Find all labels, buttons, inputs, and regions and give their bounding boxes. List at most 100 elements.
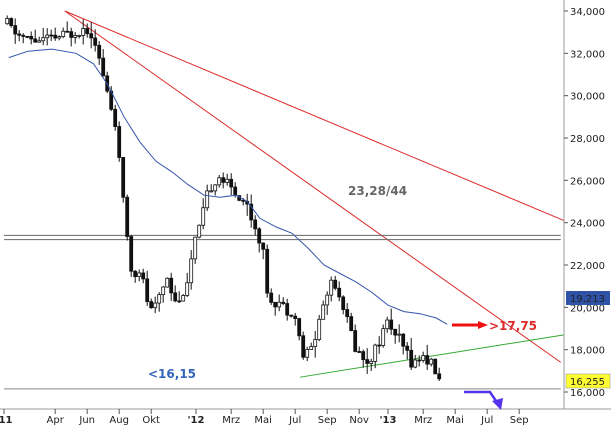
y-tick-label: 28,000 [570, 134, 605, 145]
candle [49, 29, 54, 41]
x-tick-label: Mai [254, 415, 272, 426]
y-tick-label: 32,000 [570, 49, 605, 60]
candle [33, 29, 38, 43]
candlesticks [5, 15, 442, 381]
candle [365, 348, 370, 374]
candle [61, 27, 66, 39]
candle [13, 18, 18, 44]
candle [21, 33, 26, 44]
candle [345, 303, 350, 323]
candle [409, 337, 414, 370]
x-tick-label: Apr [47, 415, 65, 426]
candle [9, 17, 14, 28]
candle [333, 275, 338, 291]
candle [229, 173, 234, 196]
candle [317, 314, 322, 342]
candle [153, 296, 158, 314]
candle [173, 285, 178, 303]
candle [433, 358, 438, 375]
x-tick-label: Sep [318, 415, 337, 426]
y-tick-label: 24,000 [570, 219, 605, 230]
candle [149, 298, 154, 309]
overlay-lines [4, 10, 565, 390]
candle [129, 234, 134, 277]
x-axis-ticks: '11 Apr Jun Aug Okt '12 Mrz Mai Jul Sep Nov '13 Mrz M… [0, 409, 529, 426]
x-tick-label: '12 [188, 415, 205, 426]
candle [221, 172, 226, 189]
candle [89, 22, 94, 49]
y-tick-label: 34,000 [570, 7, 605, 18]
candle [69, 27, 74, 47]
candle [269, 288, 274, 305]
candle [413, 354, 418, 369]
candle [169, 272, 174, 301]
violet-arrow [464, 390, 500, 405]
resistance-label: 23,28/44 [348, 184, 407, 198]
candle [397, 324, 402, 343]
candle [277, 294, 282, 312]
candle [361, 349, 366, 368]
candle [213, 184, 218, 196]
candle [77, 34, 82, 39]
candle [121, 156, 126, 203]
candle [357, 346, 362, 353]
candle [197, 224, 202, 239]
candle [329, 276, 334, 302]
candle [369, 358, 374, 371]
y-tick-label: 18,000 [570, 346, 605, 357]
x-tick-label: Mrz [222, 415, 240, 426]
candle [161, 286, 166, 303]
x-tick-label: Okt [142, 415, 160, 426]
target-label: >17,75 [489, 319, 537, 333]
x-tick-label: Mrz [414, 415, 432, 426]
downtrend-steep-line [64, 10, 562, 363]
candle [85, 23, 90, 38]
y-tick-label: 30,000 [570, 92, 605, 103]
candle [57, 35, 62, 41]
candle [421, 351, 426, 363]
candle [273, 301, 278, 316]
candle [185, 272, 190, 298]
candle [429, 357, 434, 367]
candle [253, 215, 258, 236]
candle [325, 291, 330, 315]
candle [73, 32, 78, 44]
x-tick-label: Nov [349, 415, 369, 426]
candle [17, 30, 22, 42]
y-tick-label: 26,000 [570, 176, 605, 187]
y-tick-label: 22,000 [570, 261, 605, 272]
candle [245, 193, 250, 216]
x-tick-label: Jul [480, 415, 493, 426]
candle [97, 41, 102, 65]
candle [209, 184, 214, 193]
downtrend-long-line [64, 10, 565, 222]
candle [29, 31, 34, 45]
violet-arrow-head [492, 398, 503, 410]
candle [349, 312, 354, 332]
close-badge-value: 16,255 [570, 377, 605, 388]
candle [165, 277, 170, 288]
candle [293, 312, 298, 326]
candle [177, 291, 182, 304]
y-tick-label: 20,000 [570, 303, 605, 314]
candle [437, 367, 442, 381]
candle [281, 297, 286, 306]
candle [261, 242, 266, 260]
candle [125, 194, 130, 241]
y-axis-ticks: 16,000 18,000 20,000 22,000 24,000 26,000 28,0… [564, 7, 605, 399]
candle [321, 300, 326, 320]
candle [353, 324, 358, 353]
x-tick-label: Jul [288, 415, 301, 426]
candle [145, 270, 150, 306]
ma-badge-value: 19,213 [570, 294, 605, 305]
candle [265, 244, 270, 298]
candle [205, 184, 210, 211]
support-uptrend-line [299, 334, 565, 378]
candle [297, 317, 302, 341]
candle [157, 292, 162, 312]
candle [81, 19, 86, 45]
candle [53, 27, 58, 41]
candle [305, 346, 310, 362]
candle [377, 336, 382, 354]
